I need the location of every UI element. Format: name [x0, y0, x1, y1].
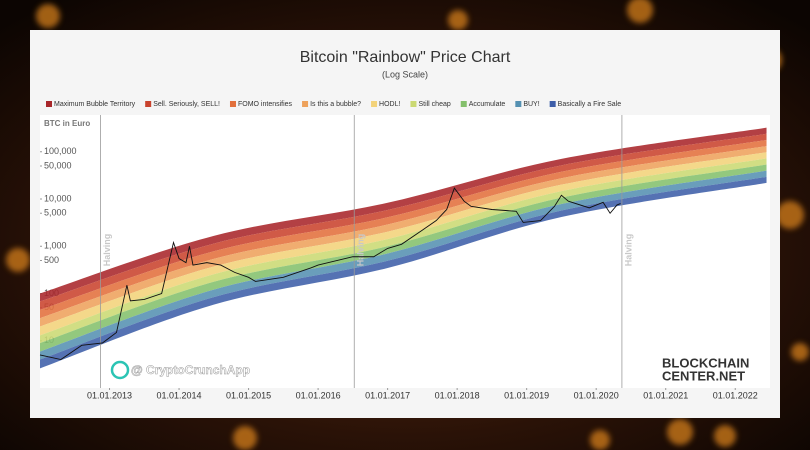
halving-label: Halving [356, 234, 366, 267]
logo-text: BLOCKCHAIN [662, 355, 749, 370]
watermark-icon [110, 360, 130, 380]
chart-title: Bitcoin "Rainbow" Price Chart [300, 49, 511, 66]
x-tick-label: 01.01.2019 [504, 390, 549, 400]
chart-subtitle: (Log Scale) [382, 69, 428, 79]
plot-layer: 10501005001,0005,00010,00050,000100,0000… [39, 115, 767, 400]
legend-swatch [410, 101, 417, 107]
legend-swatch [302, 101, 309, 107]
legend-swatch [46, 101, 52, 107]
watermark: @ CryptoCrunchApp [131, 363, 250, 377]
x-tick-label: 01.01.2020 [574, 390, 619, 400]
halving-label: Halving [623, 234, 633, 267]
legend-label: Still cheap [418, 101, 450, 108]
legend-swatch [145, 101, 152, 107]
halving-label: Halving [102, 234, 112, 267]
legend-swatch [515, 101, 522, 107]
x-tick-label: 01.01.2013 [87, 390, 132, 400]
legend-swatch [549, 101, 556, 107]
background-coins [6, 0, 809, 450]
legend-label: Is this a bubble? [310, 101, 361, 108]
legend-label: Maximum Bubble Territory [54, 101, 136, 108]
x-tick-label: 01.01.2022 [713, 390, 758, 400]
y-tick-label: 100,000 [44, 146, 77, 156]
legend-label: Sell. Seriously, SELL! [153, 101, 220, 108]
y-tick-label: 10,000 [44, 193, 72, 203]
legend-label: Basically a Fire Sale [558, 101, 622, 108]
legend-label: FOMO intensifies [238, 101, 293, 108]
y-tick-label: 50,000 [44, 160, 72, 170]
x-tick-label: 01.01.2014 [157, 390, 202, 400]
x-tick-label: 01.01.2018 [435, 390, 480, 400]
legend-label: HODL! [379, 101, 400, 108]
y-axis-label: BTC in Euro [44, 119, 90, 128]
legend-swatch [460, 101, 467, 107]
x-tick-label: 01.01.2017 [365, 390, 410, 400]
legend-swatch [371, 101, 378, 107]
x-tick-label: 01.01.2016 [296, 390, 341, 400]
x-tick-label: 01.01.2015 [226, 390, 271, 400]
y-tick-label: 500 [44, 255, 59, 265]
y-tick-label: 1,000 [44, 241, 67, 251]
y-tick-label: 5,000 [44, 208, 67, 218]
legend-label: Accumulate [469, 101, 506, 108]
legend-swatch [229, 101, 236, 107]
price-line [39, 187, 621, 361]
logo-text: CENTER.NET [662, 368, 745, 383]
legend-label: BUY! [523, 101, 539, 108]
x-tick-label: 01.01.2021 [643, 390, 688, 400]
